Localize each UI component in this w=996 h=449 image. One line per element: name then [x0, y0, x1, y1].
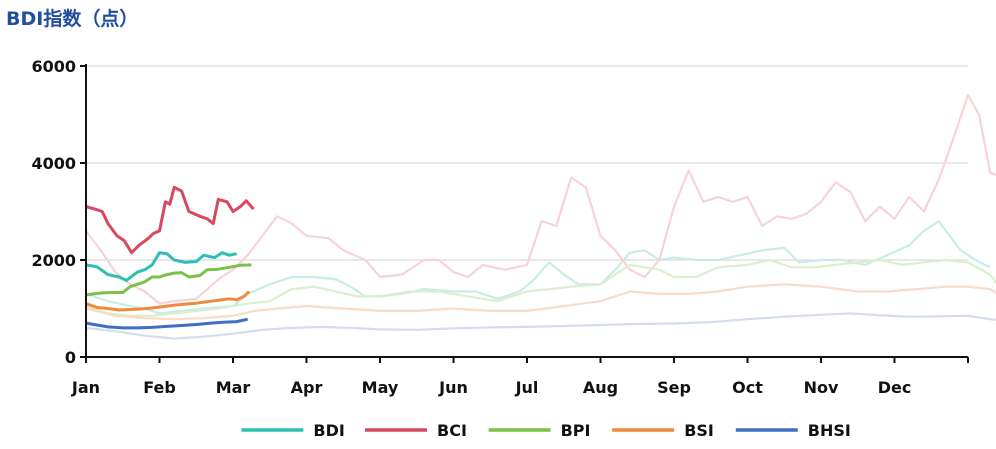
- x-tick-label: Sep: [657, 378, 691, 397]
- x-tick-label: Jun: [438, 378, 468, 397]
- legend: BDI BCI BPI BSI BHSI: [241, 421, 851, 440]
- prior-year-series: [85, 93, 996, 340]
- x-tick-label: Jul: [515, 378, 539, 397]
- legend-label-bhsi: BHSI: [808, 421, 851, 440]
- x-tick-label: Mar: [216, 378, 251, 397]
- legend-label-bci: BCI: [437, 421, 467, 440]
- x-tick-label: Nov: [804, 378, 839, 397]
- y-tick-label: 6000: [31, 57, 76, 76]
- x-tick-label: Jan: [71, 378, 100, 397]
- series-line-bdi: [85, 251, 237, 282]
- x-tick-label: May: [362, 378, 399, 397]
- gridlines: [86, 65, 968, 261]
- series-line-prior-bci: [85, 93, 996, 305]
- y-tick-label: 0: [65, 348, 76, 367]
- legend-label-bsi: BSI: [684, 421, 714, 440]
- series-line-prior-bhsi: [85, 312, 996, 340]
- current-year-series: [85, 185, 255, 330]
- axes: 0 2000 4000 6000 Jan Feb Mar Apr May Jun Jul Aug Sep…: [31, 57, 969, 397]
- x-tick-label: Feb: [143, 378, 176, 397]
- x-tick-label: Aug: [583, 378, 618, 397]
- x-tick-label: Dec: [878, 378, 912, 397]
- y-tick-label: 4000: [31, 154, 76, 173]
- series-line-bci: [85, 185, 255, 255]
- legend-label-bpi: BPI: [561, 421, 591, 440]
- series-line-prior-bsi: [85, 283, 996, 321]
- series-line-prior-bpi: [85, 258, 996, 317]
- x-tick-label: Oct: [732, 378, 763, 397]
- series-line-bsi: [85, 290, 251, 312]
- chart-title: BDI指数（点）: [6, 8, 139, 30]
- y-tick-label: 2000: [31, 251, 76, 270]
- series-line-bhsi: [85, 317, 249, 330]
- legend-label-bdi: BDI: [313, 421, 344, 440]
- series-line-bpi: [85, 263, 252, 297]
- x-tick-label: Apr: [291, 378, 323, 397]
